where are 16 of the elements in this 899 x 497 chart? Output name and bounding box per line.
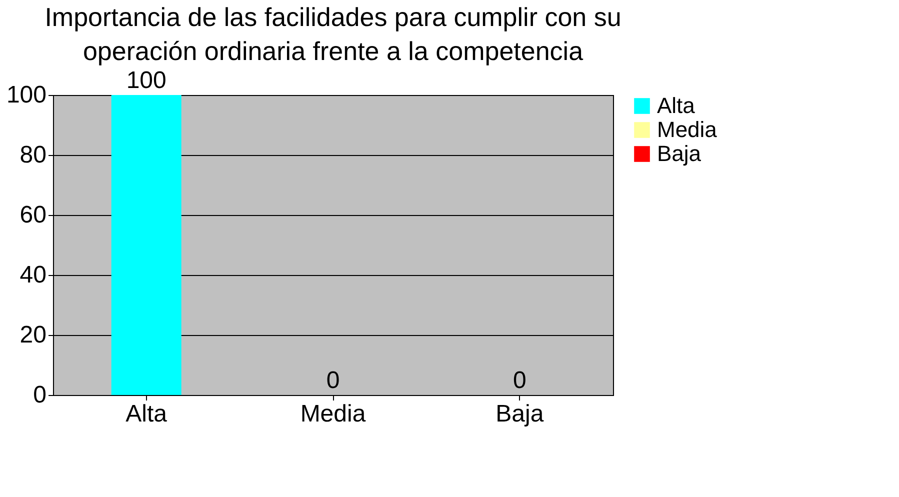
y-tick-label: 100 <box>6 82 46 108</box>
y-tick-label: 20 <box>20 322 46 348</box>
x-tick-label: Alta <box>126 400 168 428</box>
y-tick-label: 0 <box>33 382 46 408</box>
chart-title: Importancia de las facilidades para cumplir con su operación ordinaria frente a la competencia <box>44 2 622 66</box>
data-label: 0 <box>326 367 340 394</box>
y-tick-label: 60 <box>20 202 46 228</box>
legend-label: Media <box>657 117 718 142</box>
y-tick-label: 80 <box>20 142 46 168</box>
y-tick-label: 40 <box>20 262 46 288</box>
x-tick-label: Baja <box>496 400 544 428</box>
data-label: 100 <box>126 67 166 94</box>
x-tick-label: Media <box>300 400 366 428</box>
legend-label: Baja <box>657 141 702 166</box>
data-label: 0 <box>512 367 526 394</box>
legend-label: Alta <box>657 93 696 118</box>
